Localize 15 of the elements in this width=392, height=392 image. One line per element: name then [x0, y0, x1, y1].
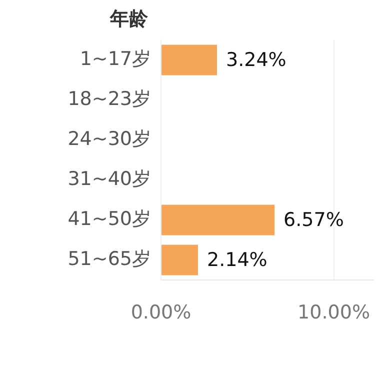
- y-tick-label: 18~23岁: [68, 88, 151, 110]
- y-tick-label: 1~17岁: [80, 48, 151, 70]
- y-tick-label: 31~40岁: [68, 168, 151, 190]
- y-axis-title: 年龄: [109, 8, 149, 30]
- bar: [162, 244, 198, 276]
- data-label: 6.57%: [284, 208, 344, 231]
- data-label: 3.24%: [226, 48, 286, 71]
- data-label: 2.14%: [206, 248, 268, 271]
- y-tick-label: 24~30岁: [68, 128, 151, 150]
- y-tick-label: 51~65岁: [68, 248, 151, 270]
- bar: [162, 204, 275, 236]
- y-tick-label: 41~50岁: [68, 208, 151, 230]
- bar: [162, 44, 217, 76]
- x-tick-label: 0.00%: [130, 301, 192, 324]
- x-tick-label: 10.00%: [298, 301, 370, 324]
